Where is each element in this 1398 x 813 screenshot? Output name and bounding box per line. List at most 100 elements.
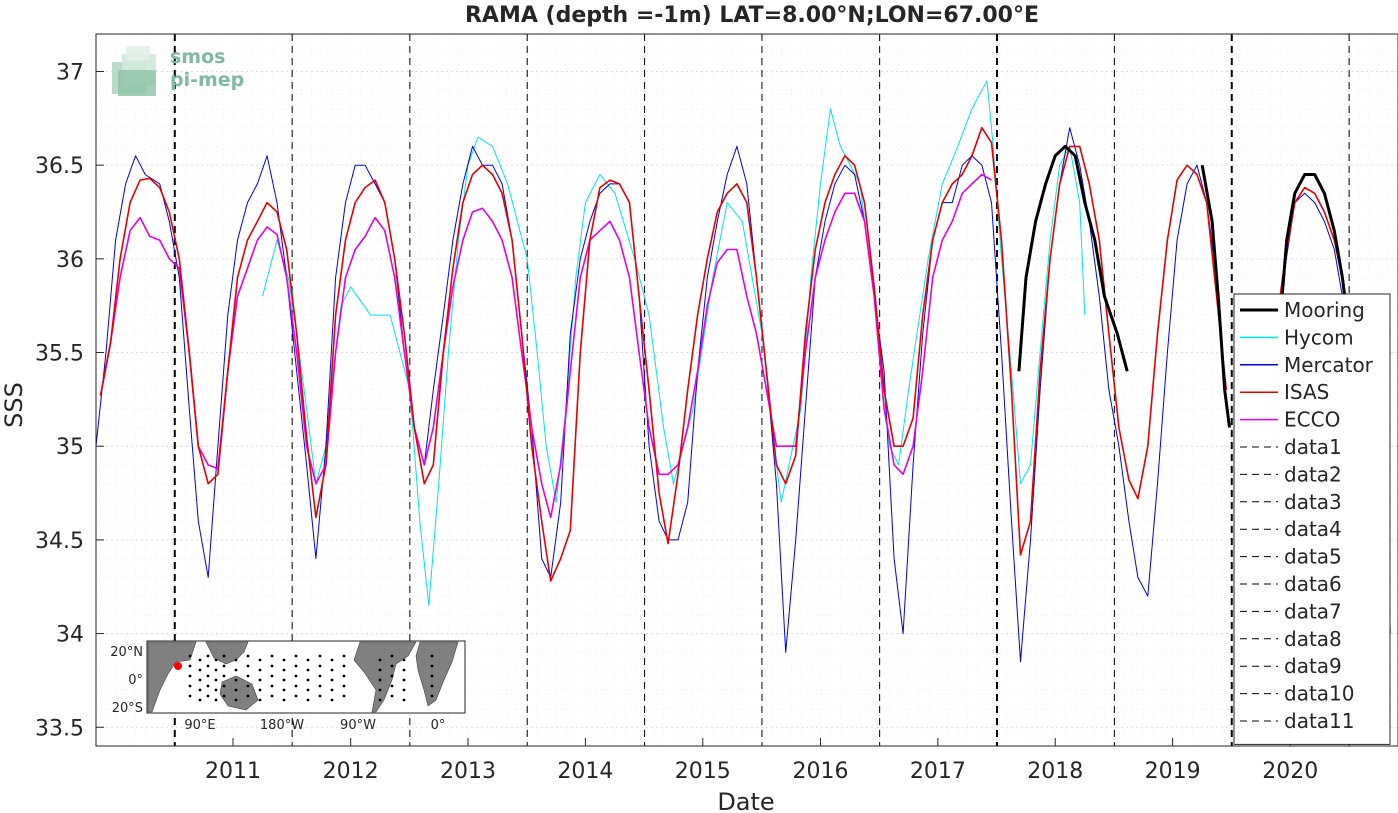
inset-map-x-label: 0° [431, 718, 446, 733]
inset-map-buoy-dot [188, 674, 192, 678]
inset-map-buoy-dot [222, 694, 226, 698]
inset-map-buoy-dot [318, 674, 322, 678]
inset-map-buoy-dot [282, 668, 286, 672]
legend-label: data8 [1284, 627, 1342, 651]
inset-map-buoy-dot [282, 688, 286, 692]
inset-map-y-label: 20°S [112, 701, 143, 716]
inset-map-y-label: 20°N [110, 645, 143, 660]
inset-map-buoy-dot [222, 664, 226, 668]
logo-line2: pi-mep [170, 69, 244, 91]
inset-map-buoy-dot [402, 698, 406, 702]
y-tick-label: 33.5 [35, 716, 84, 741]
legend-label: Mercator [1284, 353, 1374, 377]
inset-map-buoy-dot [390, 664, 394, 668]
inset-map-buoy-dot [206, 674, 210, 678]
inset-map-buoy-dot [378, 658, 382, 662]
inset-map-buoy-dot [390, 684, 394, 688]
plot-frame [95, 33, 1398, 747]
legend-label: data11 [1284, 709, 1355, 733]
inset-map-y-label: 0° [128, 673, 143, 688]
inset-map-x-label: 90°W [340, 718, 376, 733]
inset-map-buoy-dot [206, 654, 210, 658]
inset-map-buoy-dot [234, 688, 238, 692]
inset-map-buoy-dot [342, 684, 346, 688]
x-tick-label: 2017 [910, 759, 966, 784]
inset-map-buoy-dot [430, 694, 434, 698]
inset-map-buoy-dot [306, 658, 310, 662]
legend-label: data5 [1284, 545, 1342, 569]
x-tick-label: 2014 [557, 759, 613, 784]
inset-map-buoy-dot [306, 678, 310, 682]
legend-label: Mooring [1284, 298, 1365, 322]
inset-map-buoy-dot [430, 654, 434, 658]
inset-map-buoy-dot [198, 668, 202, 672]
legend-label: Hycom [1284, 325, 1354, 349]
inset-map-buoy-dot [318, 694, 322, 698]
inset-map-buoy-dot [234, 658, 238, 662]
inset-map-buoy-dot [246, 694, 250, 698]
inset-map-buoy-dot [378, 698, 382, 702]
inset-map-location-marker [174, 662, 182, 670]
inset-map-buoy-dot [234, 668, 238, 672]
legend-label: data10 [1284, 682, 1355, 706]
legend-label: data2 [1284, 462, 1342, 486]
legend-label: data1 [1284, 435, 1342, 459]
logo: smos pi-mep [112, 46, 244, 96]
inset-map-buoy-dot [214, 658, 218, 662]
inset-map-buoy-dot [270, 654, 274, 658]
inset-map-buoy-dot [294, 674, 298, 678]
inset-map-buoy-dot [378, 678, 382, 682]
inset-map-buoy-dot [198, 688, 202, 692]
inset-map-buoy-dot [206, 684, 210, 688]
inset-map-buoy-dot [214, 668, 218, 672]
inset-map-buoy-dot [282, 678, 286, 682]
inset-map-land [415, 641, 459, 707]
inset-map-buoy-dot [430, 664, 434, 668]
inset-map-buoy-dot [306, 698, 310, 702]
inset-map-buoy-dot [258, 688, 262, 692]
inset-map-buoy-dot [402, 688, 406, 692]
inset-map-buoy-dot [342, 664, 346, 668]
inset-map-buoy-dot [270, 694, 274, 698]
x-tick-label: 2011 [205, 759, 261, 784]
inset-map-buoy-dot [318, 684, 322, 688]
inset-map-buoy-dot [246, 654, 250, 658]
inset-map-x-label: 90°E [184, 718, 215, 733]
legend-label: data4 [1284, 517, 1342, 541]
inset-map-buoy-dot [330, 688, 334, 692]
inset-map-buoy-dot [222, 674, 226, 678]
inset-map-buoy-dot [330, 678, 334, 682]
inset-map-buoy-dot [188, 684, 192, 688]
chart-title: RAMA (depth =-1m) LAT=8.00°N;LON=67.00°E [465, 3, 1039, 28]
inset-map-buoy-dot [270, 684, 274, 688]
y-tick-label: 35.5 [35, 342, 84, 367]
x-tick-label: 2012 [323, 759, 379, 784]
inset-map-buoy-dot [258, 698, 262, 702]
inset-map-buoy-dot [430, 674, 434, 678]
inset-map-buoy-dot [318, 654, 322, 658]
x-tick-label: 2018 [1027, 759, 1083, 784]
inset-map-buoy-dot [378, 688, 382, 692]
inset-map-buoy-dot [306, 668, 310, 672]
inset-map-buoy-dot [390, 654, 394, 658]
inset-map-buoy-dot [198, 698, 202, 702]
logo-cube-icon [112, 46, 156, 96]
series-line-hycom [262, 80, 1086, 606]
inset-map-buoy-dot [246, 674, 250, 678]
series-line-mooring [1017, 144, 1391, 634]
inset-map-buoy-dot [390, 674, 394, 678]
inset-map-buoy-dot [258, 658, 262, 662]
legend-label: data6 [1284, 572, 1342, 596]
inset-map-buoy-dot [188, 694, 192, 698]
legend-box [1233, 293, 1391, 745]
inset-map-buoy-dot [246, 664, 250, 668]
x-tick-label: 2016 [792, 759, 848, 784]
inset-map-buoy-dot [206, 694, 210, 698]
inset-map-buoy-dot [390, 694, 394, 698]
y-tick-label: 34 [56, 623, 84, 648]
inset-map-buoy-dot [270, 664, 274, 668]
y-tick-label: 35 [56, 435, 84, 460]
inset-map-buoy-dot [294, 664, 298, 668]
inset-map-buoy-dot [270, 674, 274, 678]
logo-line1: smos [170, 46, 225, 68]
